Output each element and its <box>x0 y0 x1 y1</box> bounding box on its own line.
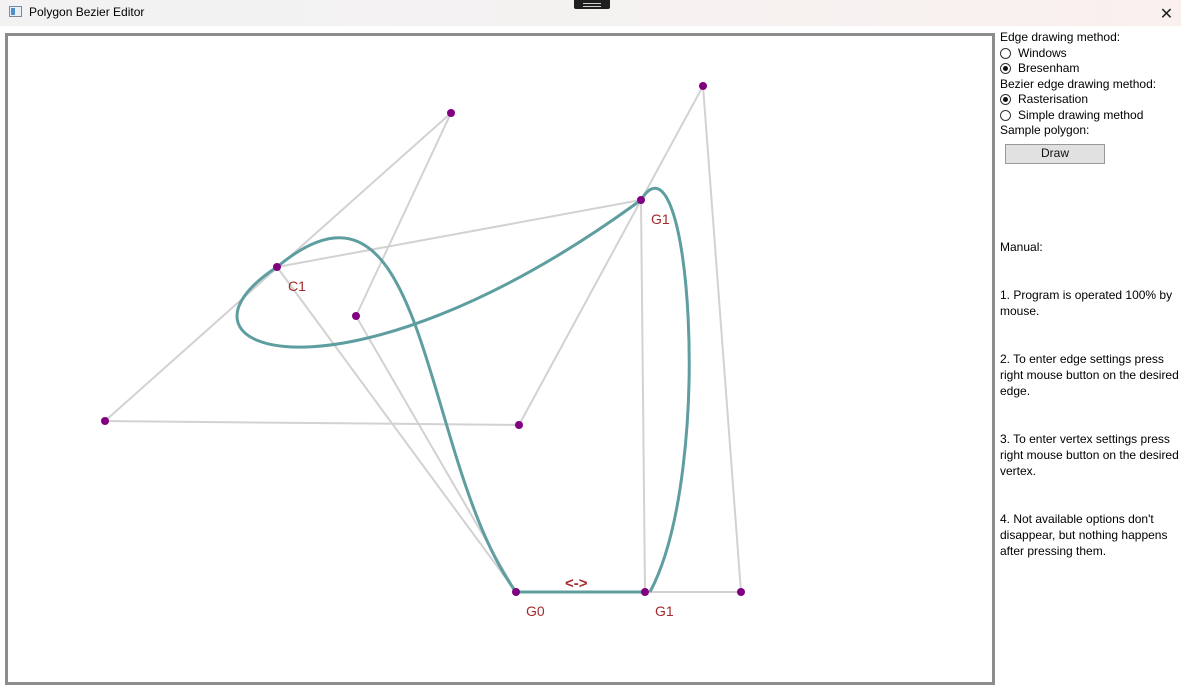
radio-simple-drawing[interactable]: Simple drawing method <box>1000 108 1181 124</box>
polygon-vertex[interactable] <box>637 196 645 204</box>
polygon-vertex[interactable] <box>737 588 745 596</box>
draw-button[interactable]: Draw <box>1005 143 1105 164</box>
manual-section: Manual: 1. Program is operated 100% by m… <box>1000 207 1181 591</box>
radio-label: Rasterisation <box>1018 92 1089 106</box>
settings-panel: Edge drawing method: Windows Bresenham B… <box>1000 30 1181 685</box>
manual-line: 3. To enter vertex settings press right … <box>1000 431 1179 478</box>
radio-button-icon[interactable] <box>1000 63 1011 75</box>
polygon-vertex[interactable] <box>512 588 520 596</box>
radio-label: Bresenham <box>1018 61 1080 75</box>
radio-button-icon[interactable] <box>1000 47 1011 59</box>
polygon-vertex[interactable] <box>641 588 649 596</box>
bezier-method-label: Bezier edge drawing method: <box>1000 76 1157 91</box>
polygon-edge[interactable] <box>276 266 517 593</box>
vertex-label: C1 <box>288 278 306 294</box>
edge-method-label: Edge drawing method: <box>1000 30 1121 44</box>
polygon-vertex[interactable] <box>699 82 707 90</box>
app-icon <box>9 6 22 17</box>
polygon-edge[interactable] <box>518 85 704 426</box>
title-bar: Polygon Bezier Editor ✕ <box>0 0 1181 26</box>
vertex-label: G0 <box>526 603 545 619</box>
bezier-curve[interactable] <box>235 198 642 349</box>
radio-windows[interactable]: Windows <box>1000 46 1181 62</box>
window-title: Polygon Bezier Editor <box>29 5 145 19</box>
bezier-curve[interactable] <box>276 236 518 593</box>
radio-label: Simple drawing method <box>1018 107 1144 122</box>
radio-button-icon[interactable] <box>1000 94 1011 106</box>
vertex-label: G1 <box>655 603 674 619</box>
bezier-curve[interactable] <box>639 187 691 593</box>
radio-label: Windows <box>1018 45 1067 60</box>
edge-constraint-label: <-> <box>565 575 588 592</box>
polygon-canvas-svg[interactable]: C1 G1 G0 G1 <-> <box>8 36 992 682</box>
polygon-edge[interactable] <box>640 199 646 593</box>
snap-grip-handle[interactable] <box>574 0 610 9</box>
polygon-vertex[interactable] <box>352 312 360 320</box>
radio-rasterisation[interactable]: Rasterisation <box>1000 92 1181 108</box>
close-icon[interactable]: ✕ <box>1159 3 1174 23</box>
manual-title: Manual: <box>1000 239 1043 254</box>
polygon-edge[interactable] <box>702 85 742 593</box>
polygon-edge[interactable] <box>355 112 452 317</box>
radio-bresenham[interactable]: Bresenham <box>1000 61 1181 77</box>
polygon-vertex[interactable] <box>447 109 455 117</box>
radio-button-icon[interactable] <box>1000 109 1011 121</box>
polygon-edge[interactable] <box>104 420 520 426</box>
manual-line: 1. Program is operated 100% by mouse. <box>1000 287 1173 318</box>
polygon-vertex[interactable] <box>515 421 523 429</box>
polygon-vertex[interactable] <box>273 263 281 271</box>
sample-polygon-label: Sample polygon: <box>1000 123 1090 137</box>
manual-line: 2. To enter edge settings press right mo… <box>1000 351 1179 398</box>
drawing-canvas[interactable]: C1 G1 G0 G1 <-> <box>5 33 995 685</box>
vertex-label: G1 <box>651 211 670 227</box>
manual-line: 4. Not available options don't disappear… <box>1000 511 1168 558</box>
polygon-edge[interactable] <box>276 199 642 268</box>
polygon-vertex[interactable] <box>101 417 109 425</box>
